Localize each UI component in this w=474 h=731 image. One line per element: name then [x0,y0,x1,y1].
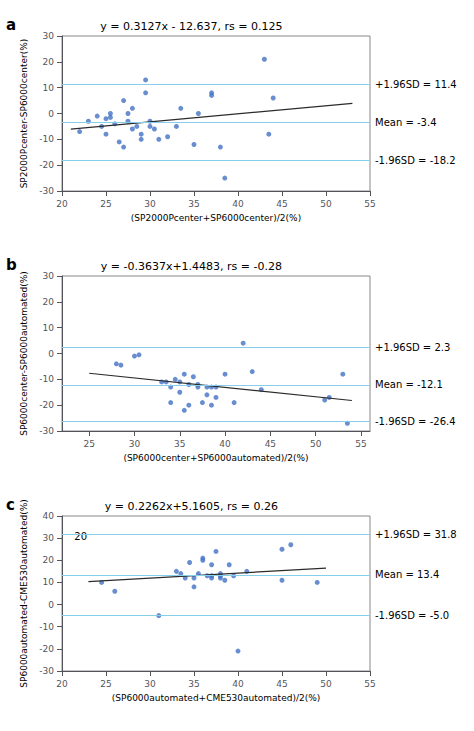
svg-text:SP6000automated-CME530automate: SP6000automated-CME530automated(%) [19,499,29,687]
svg-text:55: 55 [364,679,375,689]
svg-text:b: b [6,256,17,274]
svg-text:0: 0 [48,600,54,610]
svg-text:c: c [6,496,15,514]
svg-text:30: 30 [43,271,55,281]
svg-text:40: 40 [232,679,244,689]
svg-text:45: 45 [276,199,287,209]
svg-text:10: 10 [43,577,55,587]
svg-text:0: 0 [48,109,54,119]
svg-text:-1.96SD = -18.2: -1.96SD = -18.2 [375,155,456,166]
svg-text:20: 20 [56,679,68,689]
svg-text:55: 55 [364,199,375,209]
svg-text:45: 45 [276,679,287,689]
svg-text:40: 40 [219,439,231,449]
svg-text:35: 35 [188,199,199,209]
svg-text:-20: -20 [39,160,54,170]
svg-text:10: 10 [43,83,55,93]
svg-text:-20: -20 [39,644,54,654]
svg-text:50: 50 [320,679,332,689]
svg-text:SP2000Pcenter-SP6000center(%): SP2000Pcenter-SP6000center(%) [19,39,29,189]
svg-text:20: 20 [43,555,55,565]
svg-text:0: 0 [48,349,54,359]
svg-text:40: 40 [43,511,55,521]
svg-text:-20: -20 [39,400,54,410]
svg-text:25: 25 [100,679,111,689]
svg-text:30: 30 [144,199,156,209]
svg-text:30: 30 [43,533,55,543]
svg-text:10: 10 [43,323,55,333]
svg-text:30: 30 [144,679,156,689]
svg-text:SP6000center-SP6000automated(%: SP6000center-SP6000automated(%) [19,271,29,436]
svg-text:y = -0.3637x+1.4483, rs = -0.2: y = -0.3637x+1.4483, rs = -0.28 [101,260,282,273]
svg-text:20: 20 [43,57,55,67]
svg-text:Mean = -3.4: Mean = -3.4 [375,117,437,128]
svg-text:-1.96SD = -26.4: -1.96SD = -26.4 [375,416,456,427]
svg-text:-30: -30 [39,426,54,436]
svg-text:(SP2000Pcenter+SP6000center)/2: (SP2000Pcenter+SP6000center)/2(%) [131,213,301,223]
svg-text:35: 35 [174,439,185,449]
svg-text:30: 30 [129,439,141,449]
svg-text:20: 20 [43,297,55,307]
svg-text:20: 20 [74,531,87,542]
svg-text:-1.96SD = -5.0: -1.96SD = -5.0 [375,610,449,621]
svg-text:-30: -30 [39,666,54,676]
svg-text:+1.96SD = 2.3: +1.96SD = 2.3 [375,342,450,353]
svg-text:(SP6000automated+CME530automat: (SP6000automated+CME530automated)/2(%) [112,693,321,703]
svg-text:40: 40 [232,199,244,209]
svg-text:-10: -10 [39,134,54,144]
svg-text:a: a [6,16,16,34]
svg-text:-10: -10 [39,622,54,632]
svg-text:-30: -30 [39,186,54,196]
svg-text:Mean = -12.1: Mean = -12.1 [375,379,443,390]
svg-text:50: 50 [310,439,322,449]
svg-text:Mean = 13.4: Mean = 13.4 [375,569,439,580]
svg-text:55: 55 [355,439,366,449]
svg-text:45: 45 [265,439,276,449]
svg-text:25: 25 [100,199,111,209]
svg-text:y = 0.3127x - 12.637, rs = 0.1: y = 0.3127x - 12.637, rs = 0.125 [100,20,282,33]
svg-text:25: 25 [83,439,94,449]
svg-text:30: 30 [43,31,55,41]
svg-text:+1.96SD = 31.8: +1.96SD = 31.8 [375,529,457,540]
svg-text:y = 0.2262x+5.1605, rs = 0.26: y = 0.2262x+5.1605, rs = 0.26 [105,500,278,513]
svg-text:(SP6000center+SP6000automated): (SP6000center+SP6000automated)/2(%) [123,453,308,463]
svg-text:-10: -10 [39,374,54,384]
svg-text:+1.96SD = 11.4: +1.96SD = 11.4 [375,79,457,90]
svg-text:50: 50 [320,199,332,209]
svg-text:20: 20 [56,199,68,209]
svg-text:35: 35 [188,679,199,689]
